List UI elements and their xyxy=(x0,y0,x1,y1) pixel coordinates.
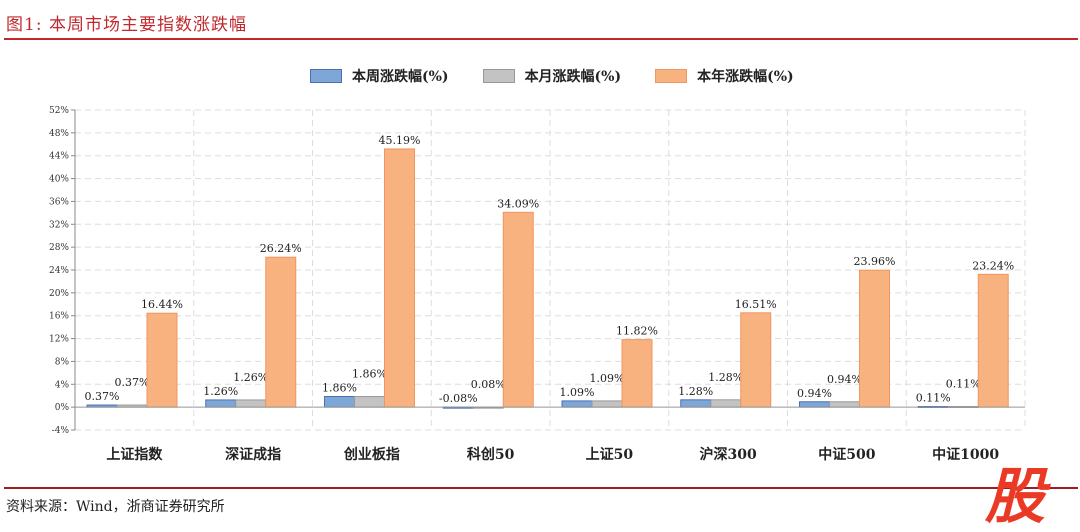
figure-title: 图1: 本周市场主要指数涨跌幅 xyxy=(6,15,247,35)
data-label: 0.94% xyxy=(797,387,832,400)
y-tick-label: 52% xyxy=(49,106,69,116)
bar-yearly xyxy=(146,312,178,408)
bar-monthly xyxy=(591,400,623,408)
legend-label: 本周涨跌幅(%) xyxy=(352,69,449,85)
x-tick-label: 中证1000 xyxy=(932,446,999,463)
bar-weekly xyxy=(680,399,712,408)
data-label: 1.09% xyxy=(590,372,625,385)
data-label: 34.09% xyxy=(497,197,539,210)
data-label: 0.11% xyxy=(916,392,951,405)
bar-weekly xyxy=(561,400,593,408)
y-tick-label: -4% xyxy=(52,426,70,436)
x-tick-label: 中证500 xyxy=(818,446,875,463)
bar-yearly xyxy=(502,211,534,408)
x-tick-label: 上证50 xyxy=(586,447,634,463)
data-label: 45.19% xyxy=(379,134,421,147)
data-label: 11.82% xyxy=(616,325,658,338)
data-label: 1.86% xyxy=(352,368,387,381)
x-tick-label: 深证成指 xyxy=(225,446,281,463)
bar-yearly xyxy=(859,269,890,408)
legend-item-weekly: 本周涨跌幅(%) xyxy=(310,66,449,86)
watermark-logo: 股 xyxy=(985,462,1045,532)
data-label: -0.08% xyxy=(439,392,478,405)
title-divider xyxy=(4,38,1078,40)
x-tick-label: 沪深300 xyxy=(700,446,757,463)
bar-monthly xyxy=(235,399,267,408)
y-tick-label: 24% xyxy=(49,266,69,276)
y-tick-label: 48% xyxy=(49,129,69,139)
x-tick-label: 上证指数 xyxy=(106,446,163,463)
bar-yearly xyxy=(977,273,1009,408)
y-tick-label: 28% xyxy=(49,243,69,253)
y-tick-label: 8% xyxy=(55,357,70,367)
legend-swatch xyxy=(655,69,688,83)
y-tick-label: 44% xyxy=(49,152,69,162)
bar-monthly xyxy=(710,399,742,408)
legend-item-yearly: 本年涨跌幅(%) xyxy=(655,66,794,86)
data-label: 26.24% xyxy=(260,242,302,255)
footer-divider xyxy=(4,487,1078,489)
data-label: 1.26% xyxy=(203,385,238,398)
x-tick-label: 创业板指 xyxy=(343,446,400,463)
bar-weekly xyxy=(324,396,355,408)
data-label: 1.26% xyxy=(233,371,268,384)
bar-monthly xyxy=(354,396,385,408)
y-tick-label: 36% xyxy=(49,197,69,207)
legend-label: 本月涨跌幅(%) xyxy=(524,69,622,85)
data-label: 23.96% xyxy=(854,255,896,268)
data-label: 1.28% xyxy=(708,371,743,384)
data-label: 0.08% xyxy=(471,378,506,391)
y-tick-label: 20% xyxy=(49,289,69,299)
data-label: 1.28% xyxy=(678,385,713,398)
legend-swatch xyxy=(482,69,515,83)
bar-yearly xyxy=(621,339,653,408)
bar-weekly xyxy=(205,399,237,408)
data-label: 0.37% xyxy=(85,390,120,403)
data-label: 0.11% xyxy=(946,378,981,391)
bar-weekly xyxy=(799,401,830,408)
chart-legend: 本周涨跌幅(%) 本月涨跌幅(%) 本年涨跌幅(%) xyxy=(310,66,794,86)
y-tick-label: 12% xyxy=(49,335,69,345)
data-label: 0.94% xyxy=(827,373,862,386)
x-tick-label: 科创50 xyxy=(467,446,515,463)
y-tick-label: 4% xyxy=(55,380,70,390)
legend-swatch xyxy=(310,69,342,83)
source-note: 资料来源：Wind，浙商证券研究所 xyxy=(6,499,225,515)
y-tick-label: 32% xyxy=(49,220,69,230)
data-label: 1.86% xyxy=(322,382,357,395)
data-label: 23.24% xyxy=(972,259,1014,272)
y-tick-label: 16% xyxy=(49,312,69,322)
legend-item-monthly: 本月涨跌幅(%) xyxy=(482,66,622,86)
bar-monthly xyxy=(829,401,860,408)
data-label: 1.09% xyxy=(560,386,595,399)
legend-label: 本年涨跌幅(%) xyxy=(697,69,794,85)
y-tick-label: 40% xyxy=(49,175,69,185)
bar-yearly xyxy=(384,148,415,408)
y-tick-label: 0% xyxy=(55,403,70,413)
data-label: 16.44% xyxy=(141,298,183,311)
bar-yearly xyxy=(740,312,772,408)
bar-yearly xyxy=(265,256,297,408)
data-label: 16.51% xyxy=(735,298,777,311)
data-label: 0.37% xyxy=(115,376,150,389)
